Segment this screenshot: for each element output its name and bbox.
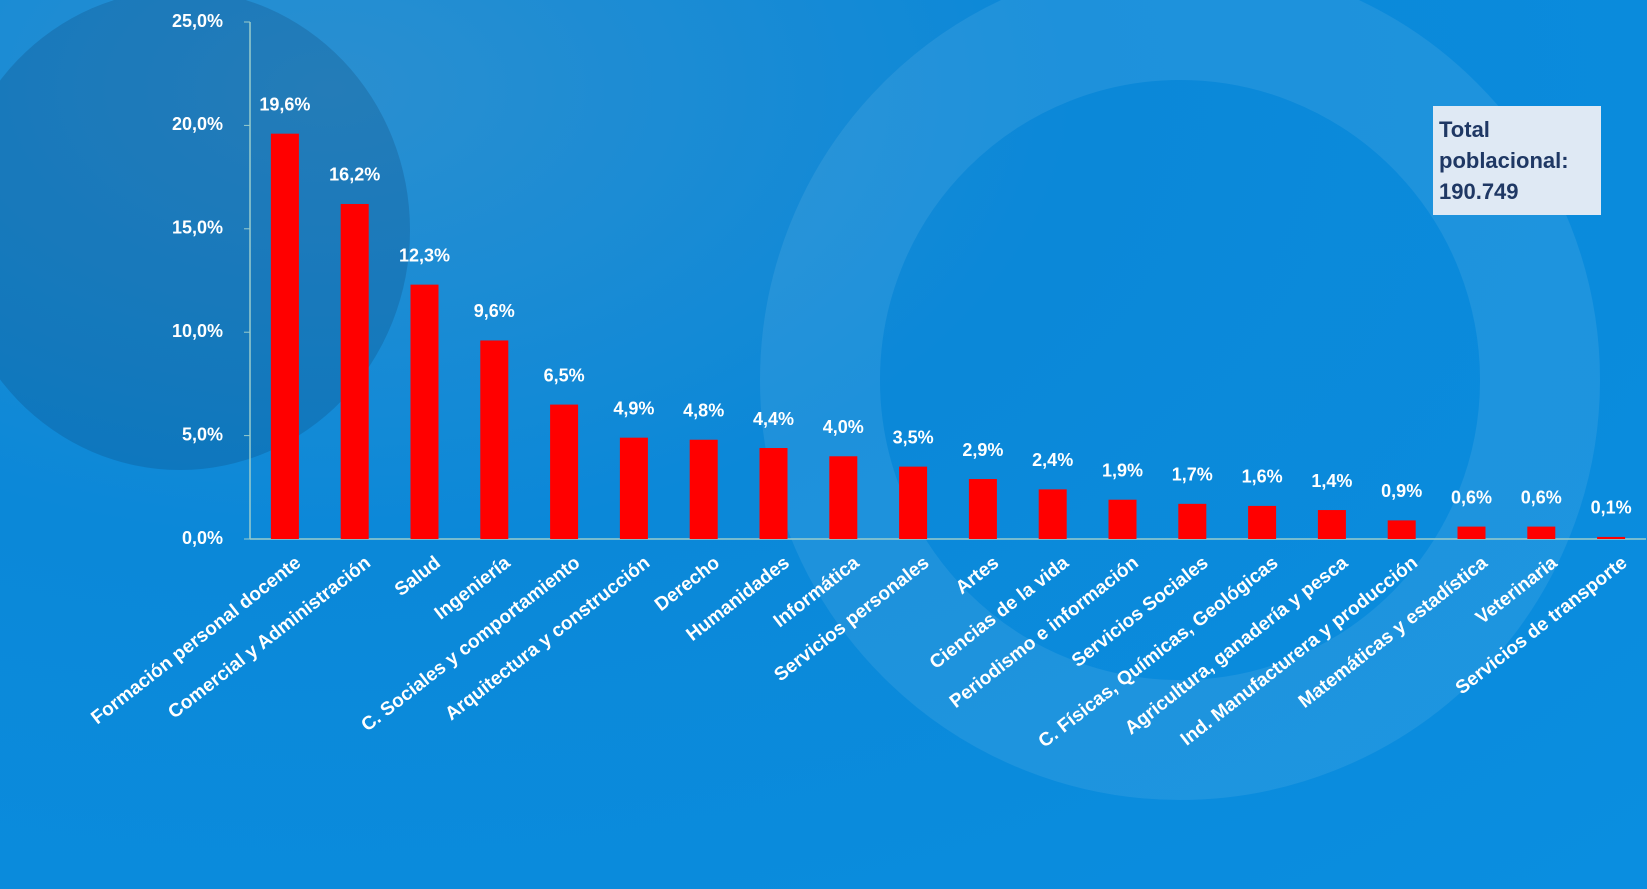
bar — [899, 466, 928, 539]
value-label: 0,6% — [1521, 487, 1562, 507]
value-label: 9,6% — [474, 301, 515, 321]
value-label: 2,4% — [1032, 450, 1073, 470]
x-tick-label: Artes — [952, 552, 1003, 598]
value-label: 1,6% — [1242, 467, 1283, 487]
bar — [968, 479, 997, 539]
bar — [1038, 489, 1067, 539]
y-tick-label: 5,0% — [182, 424, 223, 444]
value-label: 16,2% — [329, 165, 380, 185]
value-label: 6,5% — [544, 365, 585, 385]
bar — [410, 284, 439, 539]
value-label: 2,9% — [962, 440, 1003, 460]
y-tick-label: 10,0% — [172, 321, 223, 341]
value-label: 4,9% — [613, 398, 654, 418]
bar — [1527, 526, 1556, 539]
bar — [829, 456, 858, 539]
bar — [1248, 505, 1277, 539]
background-decoration — [760, 0, 1600, 800]
bar — [619, 437, 648, 539]
y-tick-label: 25,0% — [172, 11, 223, 31]
bar — [1597, 536, 1626, 539]
y-tick-label: 20,0% — [172, 114, 223, 134]
bar — [480, 340, 509, 539]
annotation-box: Total poblacional: 190.749 — [1433, 106, 1601, 215]
value-label: 1,9% — [1102, 460, 1143, 480]
value-label: 12,3% — [399, 245, 450, 265]
value-label: 19,6% — [259, 94, 310, 114]
value-label: 4,4% — [753, 409, 794, 429]
value-label: 4,0% — [823, 417, 864, 437]
value-label: 0,6% — [1451, 487, 1492, 507]
x-tick-label: Salud — [391, 552, 445, 600]
bar — [340, 203, 369, 539]
bar — [689, 439, 718, 539]
bar — [1178, 503, 1207, 539]
y-tick-label: 15,0% — [172, 218, 223, 238]
bar — [759, 448, 788, 539]
bar — [550, 404, 579, 539]
bar — [1457, 526, 1486, 539]
bar — [1317, 510, 1346, 539]
y-tick-label: 0,0% — [182, 528, 223, 548]
background-decoration — [0, 0, 410, 470]
value-label: 0,1% — [1591, 498, 1632, 518]
value-label: 3,5% — [893, 427, 934, 447]
value-label: 1,7% — [1172, 465, 1213, 485]
bar — [270, 133, 299, 539]
value-label: 0,9% — [1381, 481, 1422, 501]
value-label: 1,4% — [1311, 471, 1352, 491]
bar — [1108, 499, 1137, 539]
bar — [1387, 520, 1416, 539]
value-label: 4,8% — [683, 400, 724, 420]
